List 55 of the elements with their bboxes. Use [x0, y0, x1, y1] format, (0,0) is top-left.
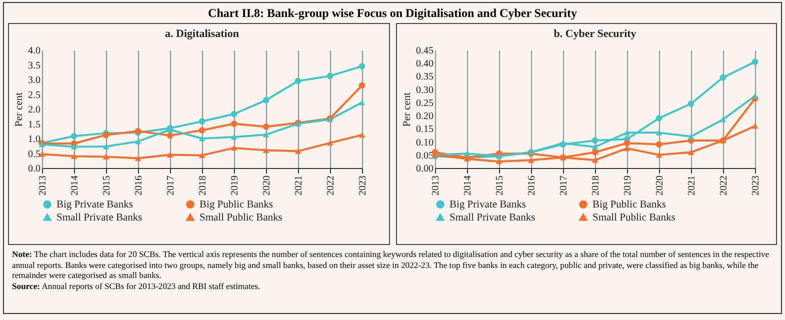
- y-tick-label: 0.15: [416, 124, 433, 136]
- x-tick-label: 2014: [70, 176, 80, 196]
- x-tick-label: 2021: [686, 176, 697, 196]
- y-tick-label: 0.25: [416, 98, 433, 109]
- x-tick-label: 2014: [462, 176, 473, 196]
- y-axis-title: Per cent: [402, 92, 412, 127]
- legend-label: Small Private Banks: [56, 212, 142, 224]
- y-tick-label: 3.0: [28, 75, 40, 86]
- y-tick-label: 0.30: [416, 84, 433, 96]
- y-tick-label: 2.5: [28, 90, 40, 101]
- legend-label: Small Public Banks: [200, 212, 282, 224]
- x-tick-label: 2019: [230, 176, 240, 196]
- legend-label: Big Public Banks: [592, 199, 666, 210]
- x-tick-label: 2022: [326, 176, 336, 196]
- y-tick-label: 1.5: [28, 119, 40, 130]
- y-tick-label: 0.00: [416, 164, 433, 174]
- legend-label: Big Public Banks: [200, 199, 274, 210]
- y-tick-label: 3.5: [28, 60, 40, 72]
- legend-label: Big Private Banks: [56, 199, 133, 210]
- x-tick-label: 2020: [262, 176, 272, 196]
- y-tick-label: 0.5: [28, 148, 40, 160]
- chart-subtitle: b. Cyber Security: [553, 28, 636, 40]
- y-tick-label: 0.45: [416, 46, 433, 56]
- y-axis-title: Per cent: [14, 92, 25, 127]
- x-tick-label: 2023: [358, 176, 368, 196]
- x-tick-label: 2018: [198, 176, 208, 196]
- x-tick-label: 2021: [294, 176, 304, 196]
- y-tick-label: 0.10: [416, 137, 433, 148]
- y-tick-label: 1.0: [28, 134, 40, 145]
- x-tick-label: 2015: [102, 176, 112, 196]
- y-tick-label: 4.0: [28, 46, 40, 56]
- text: Note: The chart includes data for 20 SCBs. The vertical axis represents the number of sentences containing keywords related to digitalisation and cyber security as a share of the total number of sentences in the respective annual reports. Banks were categorised into two groups, namely big and small banks, based on their asset size in 2022-23. The top five banks in each category, public and private, were classified as big banks, while the remainder were categorised as small banks.: [12, 249, 770, 281]
- chart-subtitle: a. Digitalisation: [165, 28, 239, 40]
- x-tick-label: 2015: [494, 176, 505, 196]
- x-tick-label: 2013: [430, 176, 441, 196]
- x-tick-label: 2019: [622, 176, 633, 196]
- x-tick-label: 2016: [134, 176, 144, 196]
- legend-label: Small Public Banks: [592, 212, 675, 224]
- legend-label: Small Private Banks: [449, 212, 535, 224]
- x-tick-label: 2013: [38, 176, 48, 196]
- y-tick-label: 0.0: [28, 164, 40, 174]
- x-tick-label: 2017: [166, 176, 176, 196]
- x-tick-label: 2023: [750, 176, 761, 196]
- text: Chart II.8: Bank-group wise Focus on Digitalisation and Cyber Security: [207, 6, 578, 21]
- x-tick-label: 2022: [718, 176, 729, 196]
- x-tick-label: 2020: [654, 176, 665, 196]
- x-tick-label: 2016: [526, 176, 537, 196]
- x-tick-label: 2018: [590, 176, 601, 196]
- legend-label: Big Private Banks: [449, 199, 526, 210]
- y-tick-label: 2.0: [28, 104, 40, 116]
- source-note: Source: Annual reports of SCBs for 2013-2023 and RBI staff estimates.: [12, 280, 262, 292]
- y-tick-label: 0.20: [416, 111, 433, 122]
- y-tick-label: 0.35: [416, 72, 433, 83]
- x-tick-label: 2017: [558, 176, 569, 196]
- y-tick-label: 0.40: [416, 58, 433, 70]
